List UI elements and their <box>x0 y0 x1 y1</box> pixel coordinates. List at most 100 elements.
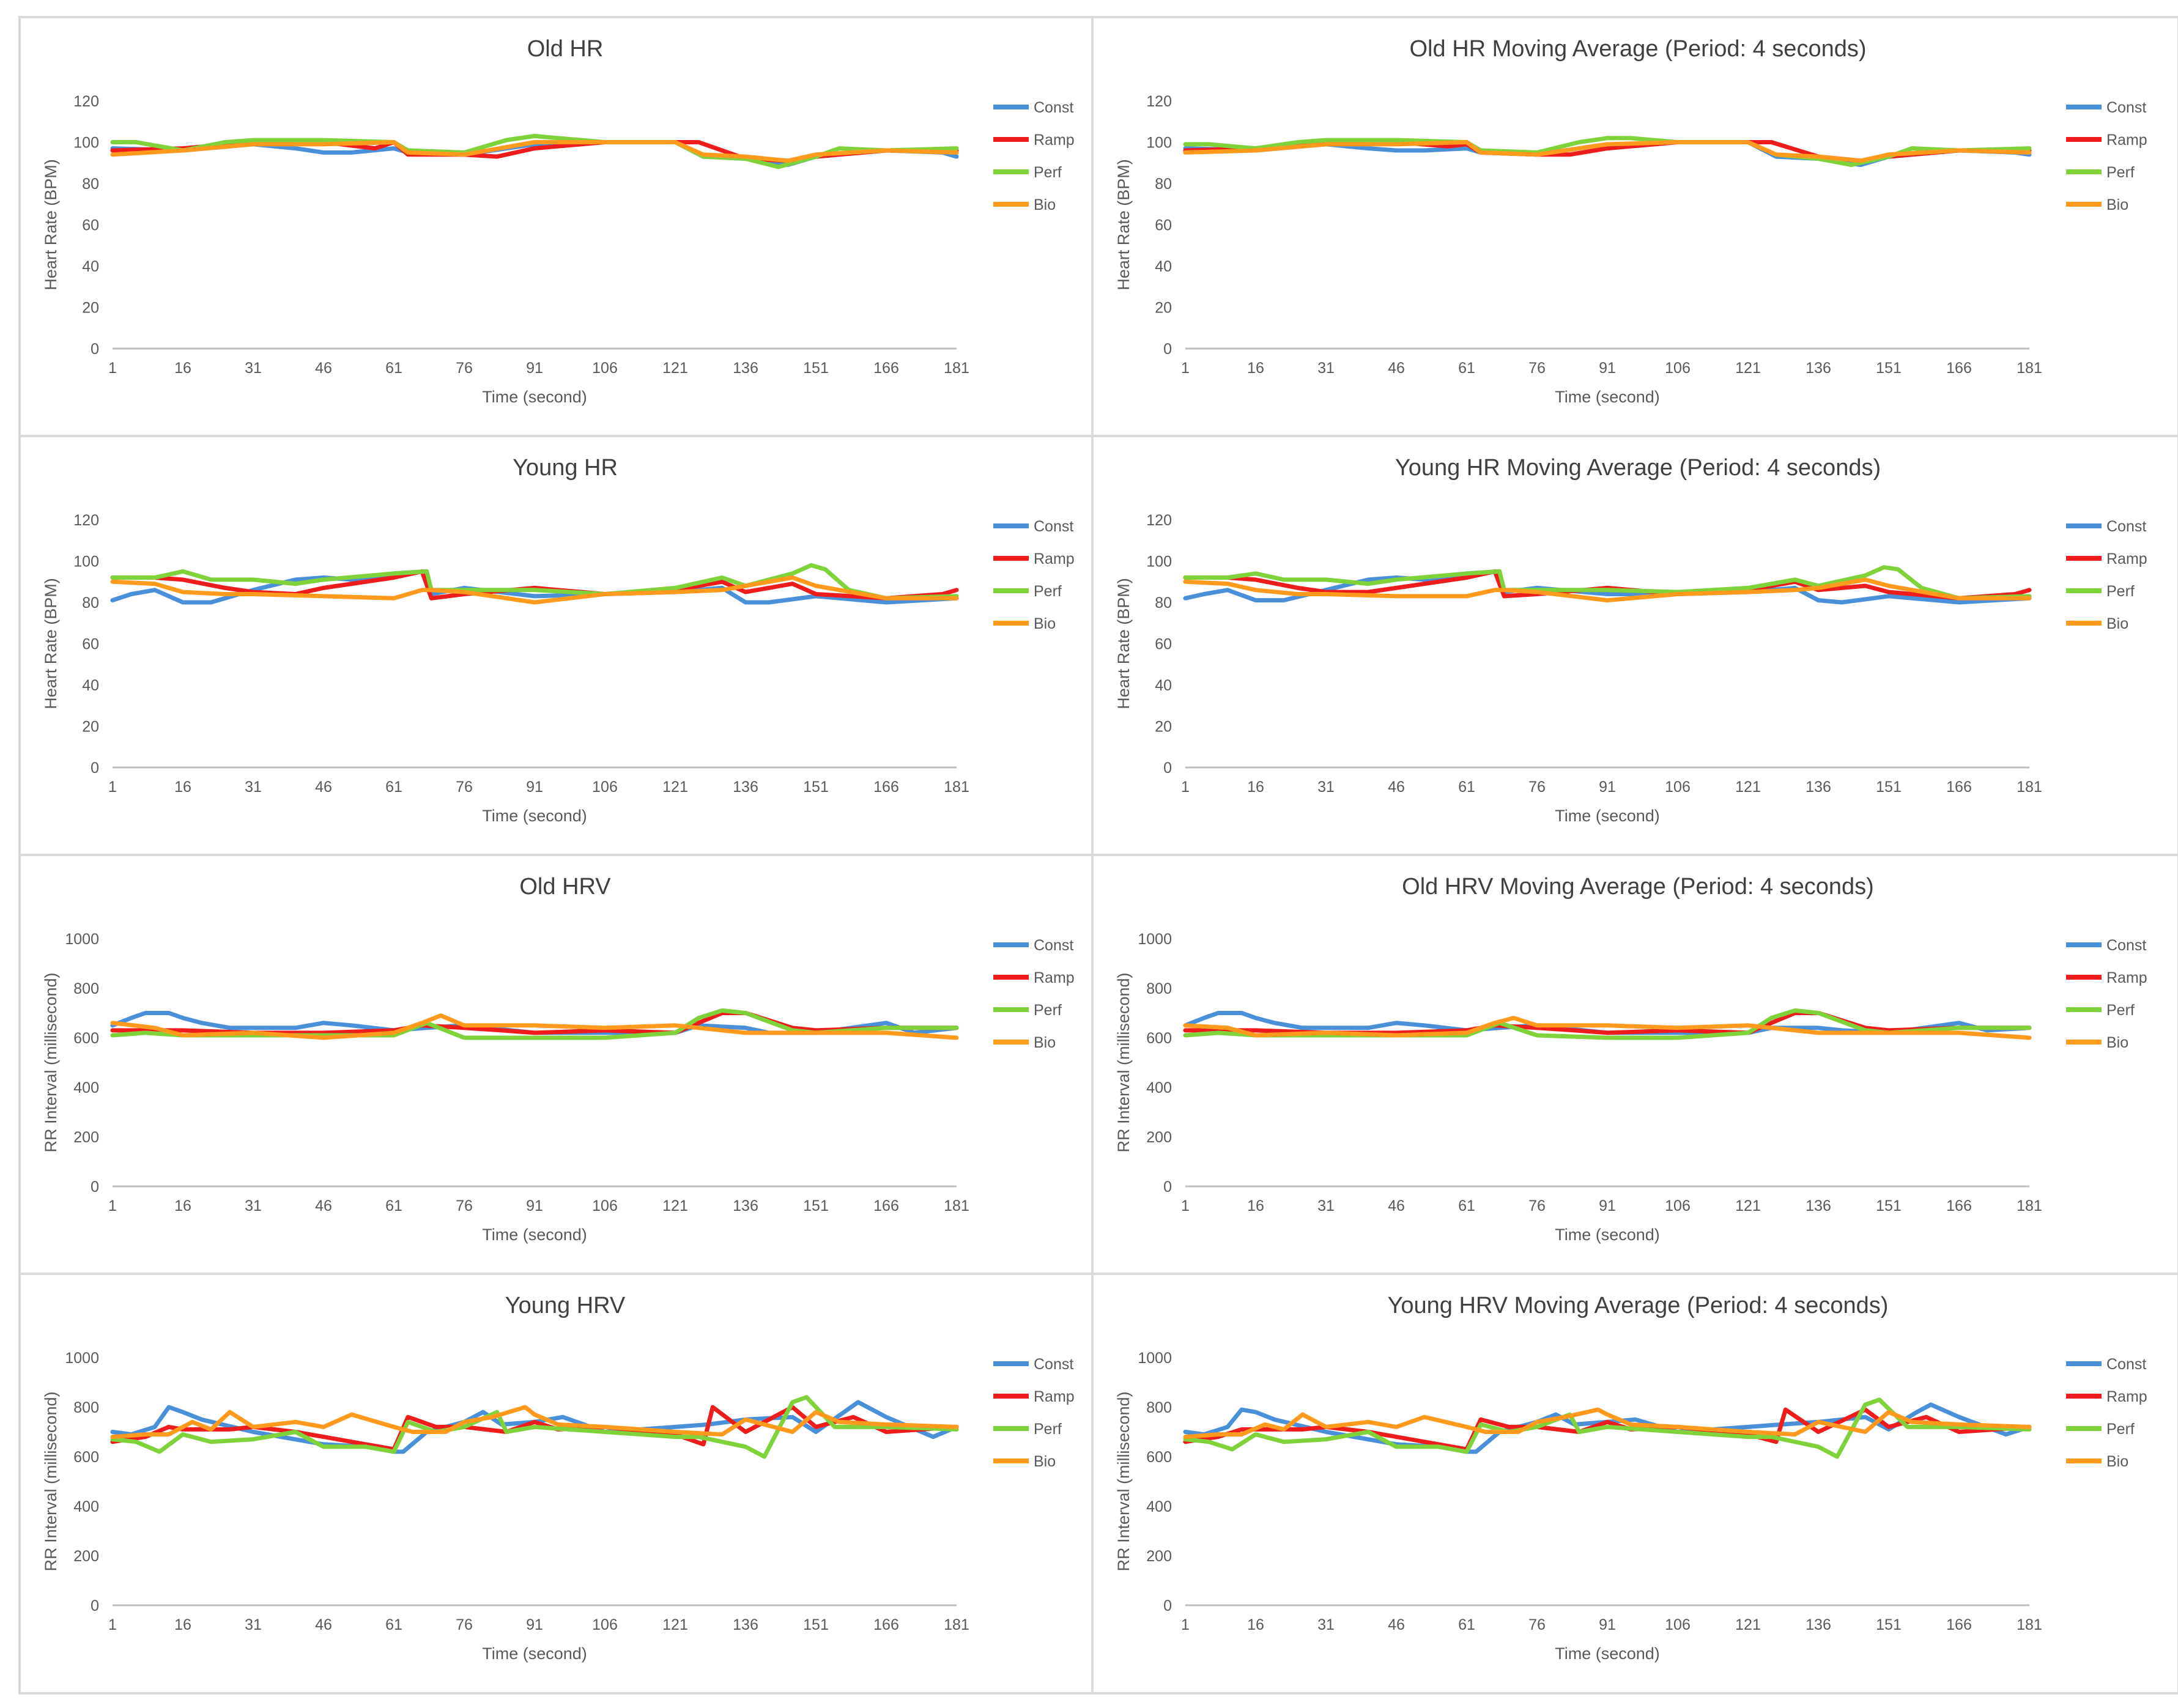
x-tick-label: 181 <box>944 1197 969 1214</box>
x-tick-label: 181 <box>2017 1197 2042 1214</box>
x-tick-label: 16 <box>1247 360 1264 377</box>
y-tick-label: 200 <box>73 1548 99 1565</box>
series-line-bio <box>110 140 959 163</box>
young-hrv-svg: Young HRV 0 200 400 600 800 1000 1 16 31 46 61 76 91 1… <box>42 1293 1075 1663</box>
y-tick-label: 800 <box>73 980 99 997</box>
y-tick-label: 800 <box>1146 980 1172 997</box>
x-tick-label: 16 <box>174 1197 191 1214</box>
old-hrv-ma-svg: Old HRV Moving Average (Period: 4 second… <box>1114 874 2147 1244</box>
chart-title: Old HR Moving Average (Period: 4 seconds… <box>1410 36 1867 62</box>
legend-label: Bio <box>2106 196 2128 213</box>
y-tick-label: 60 <box>1155 217 1172 234</box>
x-tick-label: 46 <box>1388 360 1405 377</box>
y-tick-label: 0 <box>91 1597 99 1614</box>
y-tick-label: 120 <box>1146 93 1172 110</box>
old-hr-panel: Old HR 0 20 40 60 80 100 120 1 16 31 46 61 76 91 106 121… <box>18 16 1107 438</box>
chart-title: Young HR <box>513 455 618 481</box>
legend-label: Perf <box>2106 1421 2135 1438</box>
old-hr-ma-panel: Old HR Moving Average (Period: 4 seconds… <box>1091 16 2178 438</box>
x-tick-label: 181 <box>2017 1616 2042 1633</box>
x-tick-label: 61 <box>1458 1197 1475 1214</box>
x-tick-label: 1 <box>1181 1197 1190 1214</box>
x-tick-label: 76 <box>1528 1616 1546 1633</box>
x-tick-label: 106 <box>592 1197 618 1214</box>
legend-label: Const <box>1034 99 1073 116</box>
series-line-ramp <box>1183 1407 2032 1452</box>
young-hr-svg: Young HR 0 20 40 60 80 100 120 1 16 31 46 61 76 91 106 1… <box>42 455 1075 825</box>
x-tick-label: 106 <box>1665 778 1691 796</box>
legend-label: Const <box>2106 518 2146 535</box>
y-tick-label: 0 <box>1163 1178 1172 1196</box>
series-line-bio <box>1183 1016 2032 1040</box>
x-tick-label: 31 <box>245 778 262 796</box>
x-tick-label: 91 <box>526 1616 543 1633</box>
y-tick-label: 80 <box>82 176 99 193</box>
y-axis-title: Heart Rate (BPM) <box>42 159 60 290</box>
x-axis-title: Time (second) <box>1555 1226 1660 1244</box>
y-axis-title: RR Interval (millisecond) <box>1114 1391 1133 1571</box>
chart-title: Young HRV <box>505 1293 626 1318</box>
x-tick-label: 16 <box>1247 1197 1264 1214</box>
old-hrv-ma-panel: Old HRV Moving Average (Period: 4 second… <box>1091 854 2178 1276</box>
y-tick-label: 400 <box>73 1079 99 1096</box>
y-tick-label: 120 <box>1146 512 1172 529</box>
x-axis-title: Time (second) <box>1555 388 1660 406</box>
series-line-ramp <box>110 1011 959 1035</box>
legend-label: Perf <box>1034 1002 1062 1019</box>
x-tick-label: 121 <box>1735 1616 1761 1633</box>
x-tick-label: 61 <box>1458 1616 1475 1633</box>
y-tick-label: 1000 <box>1138 1350 1172 1367</box>
x-tick-label: 181 <box>2017 778 2042 796</box>
y-tick-label: 100 <box>1146 135 1172 152</box>
x-tick-label: 61 <box>385 360 402 377</box>
x-tick-label: 166 <box>1946 360 1972 377</box>
x-tick-label: 151 <box>803 778 829 796</box>
y-tick-label: 40 <box>1155 677 1172 694</box>
legend-label: Const <box>2106 1356 2146 1373</box>
legend-label: Const <box>2106 937 2146 954</box>
y-tick-label: 0 <box>91 760 99 777</box>
y-tick-label: 600 <box>1146 1030 1172 1047</box>
y-tick-label: 20 <box>1155 719 1172 736</box>
y-tick-label: 40 <box>82 677 99 694</box>
y-tick-label: 0 <box>1163 1597 1172 1614</box>
legend-label: Ramp <box>1034 131 1075 149</box>
y-tick-label: 20 <box>82 300 99 317</box>
x-tick-label: 151 <box>1876 360 1902 377</box>
x-tick-label: 106 <box>592 1616 618 1633</box>
x-tick-label: 1 <box>1181 360 1190 377</box>
x-tick-label: 76 <box>456 778 473 796</box>
x-tick-label: 91 <box>526 1197 543 1214</box>
y-tick-label: 20 <box>82 719 99 736</box>
series-line-bio <box>1183 1407 2032 1440</box>
x-tick-label: 16 <box>1247 778 1264 796</box>
y-tick-label: 1000 <box>65 1350 99 1367</box>
x-tick-label: 31 <box>245 1616 262 1633</box>
y-tick-label: 600 <box>73 1449 99 1466</box>
x-tick-label: 46 <box>315 778 332 796</box>
x-tick-label: 61 <box>1458 360 1475 377</box>
x-tick-label: 1 <box>1181 1616 1190 1633</box>
x-tick-label: 76 <box>1528 778 1546 796</box>
legend-label: Ramp <box>2106 131 2147 149</box>
y-tick-label: 800 <box>1146 1399 1172 1416</box>
y-axis-title: RR Interval (millisecond) <box>42 972 60 1152</box>
series-line-perf <box>1183 136 2032 168</box>
y-tick-label: 120 <box>73 93 99 110</box>
x-tick-label: 121 <box>662 1616 688 1633</box>
x-tick-label: 136 <box>733 1197 758 1214</box>
x-tick-label: 46 <box>1388 778 1405 796</box>
chart-title: Old HRV Moving Average (Period: 4 second… <box>1402 874 1874 900</box>
y-axis-title: Heart Rate (BPM) <box>1114 578 1133 709</box>
legend-label: Const <box>1034 518 1073 535</box>
x-tick-label: 136 <box>1806 1197 1831 1214</box>
y-tick-label: 200 <box>1146 1129 1172 1146</box>
x-tick-label: 31 <box>1317 1197 1335 1214</box>
y-tick-label: 60 <box>82 636 99 653</box>
y-axis-title: RR Interval (millisecond) <box>42 1391 60 1571</box>
x-tick-label: 46 <box>1388 1616 1405 1633</box>
x-tick-label: 136 <box>733 1616 758 1633</box>
y-tick-label: 1000 <box>1138 931 1172 948</box>
chart-title: Old HRV <box>519 874 611 900</box>
x-tick-label: 166 <box>873 360 899 377</box>
